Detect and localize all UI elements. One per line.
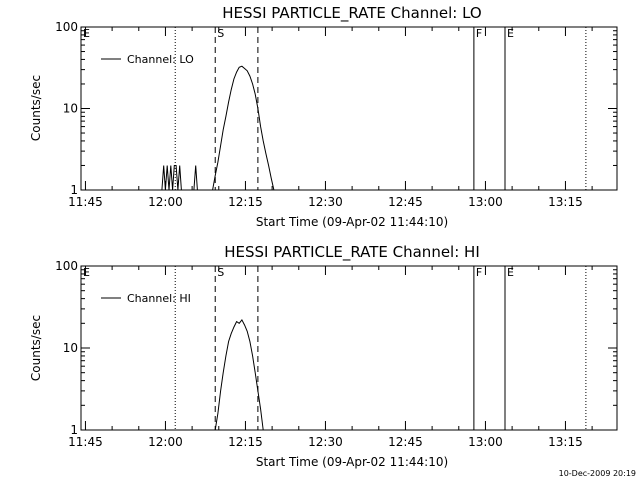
- y-tick-label: 100: [55, 259, 78, 273]
- panel-channel-lo: HESSI PARTICLE_RATE Channel: LO Start Ti…: [29, 4, 618, 229]
- x-axis-label: Start Time (09-Apr-02 11:44:10): [256, 455, 448, 469]
- x-axis-label: Start Time (09-Apr-02 11:44:10): [256, 215, 448, 229]
- x-tick-label: 13:15: [548, 195, 583, 209]
- x-tick-label: 12:00: [148, 195, 183, 209]
- event-marker-label: S: [217, 27, 224, 40]
- event-marker-label: E: [507, 27, 514, 40]
- chart-title: HESSI PARTICLE_RATE Channel: HI: [224, 243, 480, 262]
- x-tick-label: 13:15: [548, 435, 583, 449]
- event-marker-label: S: [217, 266, 224, 279]
- y-tick-label: 1: [70, 183, 78, 197]
- x-tick-label: 12:30: [308, 435, 343, 449]
- y-tick-label: 10: [63, 102, 78, 116]
- y-tick-label: 10: [63, 341, 78, 355]
- event-marker-label: E: [83, 27, 90, 40]
- x-tick-label: 11:45: [68, 435, 103, 449]
- x-tick-label: 13:00: [468, 195, 503, 209]
- y-axis-label: Counts/sec: [29, 75, 43, 141]
- y-axis-label: Counts/sec: [29, 315, 43, 381]
- series-line: [214, 318, 264, 431]
- x-tick-label: 12:00: [148, 435, 183, 449]
- x-tick-label: 12:30: [308, 195, 343, 209]
- x-tick-label: 12:15: [228, 435, 263, 449]
- x-tick-label: 12:45: [388, 195, 423, 209]
- y-tick-label: 1: [70, 423, 78, 437]
- x-tick-label: 13:00: [468, 435, 503, 449]
- series-line: [161, 65, 275, 191]
- legend-entry: Channel: HI: [127, 292, 191, 305]
- panel-channel-hi: HESSI PARTICLE_RATE Channel: HI Start Ti…: [29, 243, 618, 469]
- y-tick-label: 100: [55, 20, 78, 34]
- event-marker-label: E: [83, 266, 90, 279]
- x-tick-label: 11:45: [68, 195, 103, 209]
- legend-entry: Channel: LO: [127, 53, 194, 66]
- event-marker-label: F: [476, 27, 482, 40]
- x-tick-label: 12:45: [388, 435, 423, 449]
- footer-timestamp: 10-Dec-2009 20:19: [559, 469, 636, 478]
- event-marker-label: E: [507, 266, 514, 279]
- x-tick-label: 12:15: [228, 195, 263, 209]
- plot-frame: [80, 265, 618, 431]
- plot-frame: [80, 26, 618, 191]
- chart-title: HESSI PARTICLE_RATE Channel: LO: [222, 4, 481, 23]
- event-marker-label: F: [476, 266, 482, 279]
